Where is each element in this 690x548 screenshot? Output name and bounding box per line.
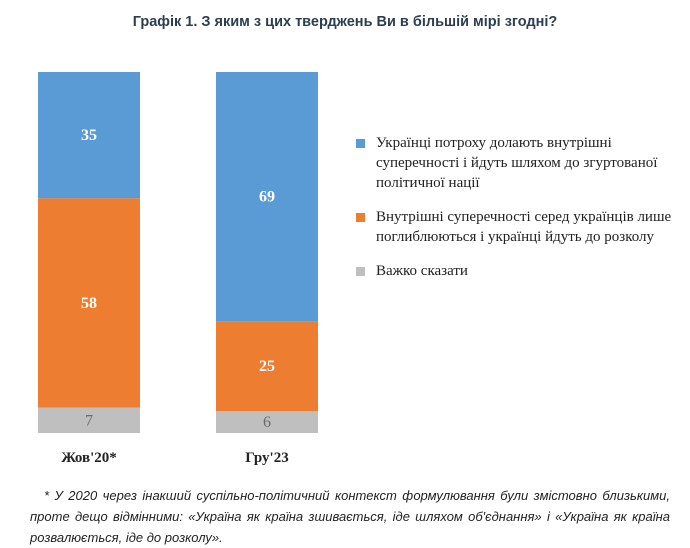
category-label-0: Жов'20* <box>61 450 117 466</box>
bar-segment-hard-to-say-1 <box>216 411 318 433</box>
legend-item-hard-to-say: Важко сказати <box>356 261 686 281</box>
data-label-hard-to-say-0: 7 <box>85 412 93 429</box>
bar-segment-unite-0 <box>38 72 140 199</box>
chart-title: Графік 1. З яким з цих тверджень Ви в бі… <box>132 14 558 30</box>
data-label-unite-1: 69 <box>259 189 275 206</box>
legend-swatch-hard-to-say <box>356 267 365 276</box>
data-label-split-1: 25 <box>259 358 275 375</box>
legend-swatch-split <box>356 213 365 222</box>
stacked-bar-chart: 35 58 7 69 25 6 Жов'20* Гру'23 <box>38 72 318 466</box>
footnote: * У 2020 через інакший суспільно-політич… <box>30 488 670 545</box>
legend-label-unite: Українці потроху долають внутрішні супер… <box>376 135 658 191</box>
bar-segment-unite-1 <box>216 72 318 322</box>
data-label-split-0: 58 <box>81 295 97 312</box>
data-label-hard-to-say-1: 6 <box>263 414 271 431</box>
legend-item-split: Внутрішні суперечності серед українців л… <box>356 207 686 247</box>
legend-label-hard-to-say: Важко сказати <box>376 263 468 279</box>
legend-label-split: Внутрішні суперечності серед українців л… <box>376 209 672 245</box>
data-label-unite-0: 35 <box>81 127 97 144</box>
legend-item-unite: Українці потроху долають внутрішні супер… <box>356 133 686 193</box>
bar-segment-hard-to-say-0 <box>38 407 140 433</box>
legend-swatch-unite <box>356 139 365 148</box>
category-label-1: Гру'23 <box>245 450 288 466</box>
bar-segment-split-0 <box>38 198 140 408</box>
chart-legend: Українці потроху долають внутрішні супер… <box>356 133 686 295</box>
bar-segment-split-1 <box>216 321 318 412</box>
